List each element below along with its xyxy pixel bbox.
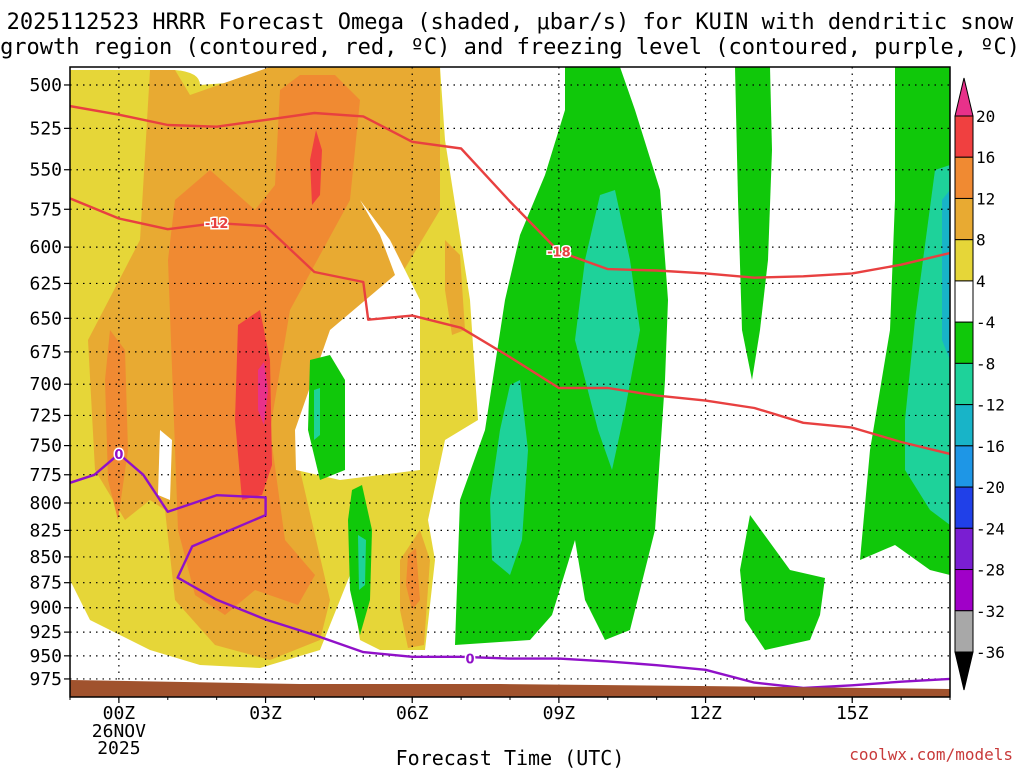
colorbar-tick-label: 12 xyxy=(976,189,995,208)
colorbar-tick-label: -24 xyxy=(976,519,1005,538)
y-tick-label: 800 xyxy=(29,493,62,514)
colorbar-swatch xyxy=(954,445,974,488)
omega-shade-neg4-b xyxy=(735,67,772,380)
colorbar-tick-label: -16 xyxy=(976,437,1005,456)
y-tick-label: 925 xyxy=(29,622,62,643)
y-tick-label: 825 xyxy=(29,520,62,541)
omega-shade-neg4-d xyxy=(740,515,825,650)
colorbar-tick-label: -20 xyxy=(976,478,1005,497)
colorbar-tick-label: -4 xyxy=(976,313,995,332)
omega-shade-20 xyxy=(258,362,268,425)
colorbar-tick-label: 8 xyxy=(976,231,986,250)
x-date-label: 26NOV xyxy=(92,721,146,742)
omega-shade-16 xyxy=(235,310,272,500)
x-tick-label: 00Z xyxy=(103,703,136,724)
colorbar-swatch xyxy=(954,527,974,571)
colorbar-bottom-triangle xyxy=(954,651,974,691)
colorbar-swatch xyxy=(954,239,974,282)
y-tick-label: 575 xyxy=(29,199,62,220)
grid-lines xyxy=(70,67,950,697)
y-tick-label: 625 xyxy=(29,273,62,294)
colorbar-tick-label: 4 xyxy=(976,272,986,291)
chart-title-line2: growth region (contoured, red, ºC) and f… xyxy=(0,35,1020,60)
y-tick-label: 700 xyxy=(29,374,62,395)
colorbar-tick-label: -28 xyxy=(976,561,1005,580)
y-tick-label: 850 xyxy=(29,547,62,568)
omega-shading xyxy=(70,67,950,668)
contour-label-dgz-lower: -12 xyxy=(205,217,229,232)
colorbar-swatch xyxy=(954,280,974,323)
colorbar-swatch xyxy=(954,486,974,529)
y-tick-label: 525 xyxy=(29,118,62,139)
colorbar-swatch xyxy=(954,569,974,612)
colorbar-swatch xyxy=(954,404,974,447)
y-tick-label: 775 xyxy=(29,465,62,486)
omega-shade-neg8-b xyxy=(490,380,528,575)
colorbar-top-triangle xyxy=(954,77,974,117)
omega-shade-8c xyxy=(445,240,465,335)
y-tick-label: 500 xyxy=(29,75,62,96)
y-tick-label: 750 xyxy=(29,436,62,457)
contour-dgz-lower xyxy=(70,197,950,456)
omega-shade-12c xyxy=(406,548,420,610)
omega-gap-2 xyxy=(158,430,172,500)
colorbar-swatch xyxy=(954,610,974,653)
omega-shade-neg8-a xyxy=(575,190,640,470)
y-tick-label: 875 xyxy=(29,573,62,594)
x-axis-label: Forecast Time (UTC) xyxy=(396,746,625,768)
x-tick-label: 12Z xyxy=(689,703,722,724)
y-tick-label: 950 xyxy=(29,646,62,667)
x-date-label: 2025 xyxy=(97,738,140,759)
colorbar-swatch xyxy=(954,362,974,406)
colorbar-tick-label: 20 xyxy=(976,107,995,126)
colorbar-tick-label: 16 xyxy=(976,148,995,167)
y-tick-label: 725 xyxy=(29,405,62,426)
colorbar-swatch xyxy=(954,321,974,364)
omega-shade-12b xyxy=(105,330,128,520)
y-tick-label: 975 xyxy=(29,669,62,690)
contour-label-dgz-upper: -18 xyxy=(547,246,571,261)
chart-title-line1: 2025112523 HRRR Forecast Omega (shaded, … xyxy=(7,10,1014,35)
x-tick-label: 09Z xyxy=(543,703,576,724)
y-tick-label: 900 xyxy=(29,598,62,619)
omega-shade-neg8-e xyxy=(358,535,366,590)
temperature-contours: -18 -12 0 0 xyxy=(70,104,950,690)
colorbar: 20 16 12 8 4 -4 -8 -12 -16 -20 -24 -28 -32 -36 xyxy=(954,77,1005,691)
terrain-fill xyxy=(70,680,950,697)
contour-freezing-level xyxy=(70,452,950,690)
x-tick-label: 03Z xyxy=(249,703,282,724)
y-tick-label: 600 xyxy=(29,237,62,258)
contour-label-freezing-level: 0 xyxy=(114,448,123,463)
colorbar-tick-label: -36 xyxy=(976,643,1005,662)
contour-label-freezing-level-2: 0 xyxy=(465,653,474,668)
contour-dgz-upper xyxy=(70,104,950,279)
colorbar-tick-label: -8 xyxy=(976,354,995,373)
omega-shade-neg12-a xyxy=(942,190,950,360)
omega-shade-neg4-e xyxy=(308,355,345,480)
y-tick-label: 650 xyxy=(29,308,62,329)
colorbar-tick-label: -12 xyxy=(976,396,1005,415)
colorbar-swatch xyxy=(954,197,974,241)
credit-text: coolwx.com/models xyxy=(849,745,1013,764)
omega-shade-neg8-d xyxy=(314,388,320,440)
colorbar-swatch xyxy=(954,156,974,199)
omega-shade-16b xyxy=(310,130,322,205)
y-tick-label: 675 xyxy=(29,342,62,363)
colorbar-tick-label: -32 xyxy=(976,602,1005,621)
x-tick-label: 06Z xyxy=(396,703,429,724)
terrain-band xyxy=(70,680,950,697)
y-tick-label: 550 xyxy=(29,160,62,181)
colorbar-swatch xyxy=(954,115,974,158)
x-tick-label: 15Z xyxy=(836,703,869,724)
y-axis: 500 525 550 575 600 625 650 675 700 725 750 775 800 8… xyxy=(29,75,70,690)
